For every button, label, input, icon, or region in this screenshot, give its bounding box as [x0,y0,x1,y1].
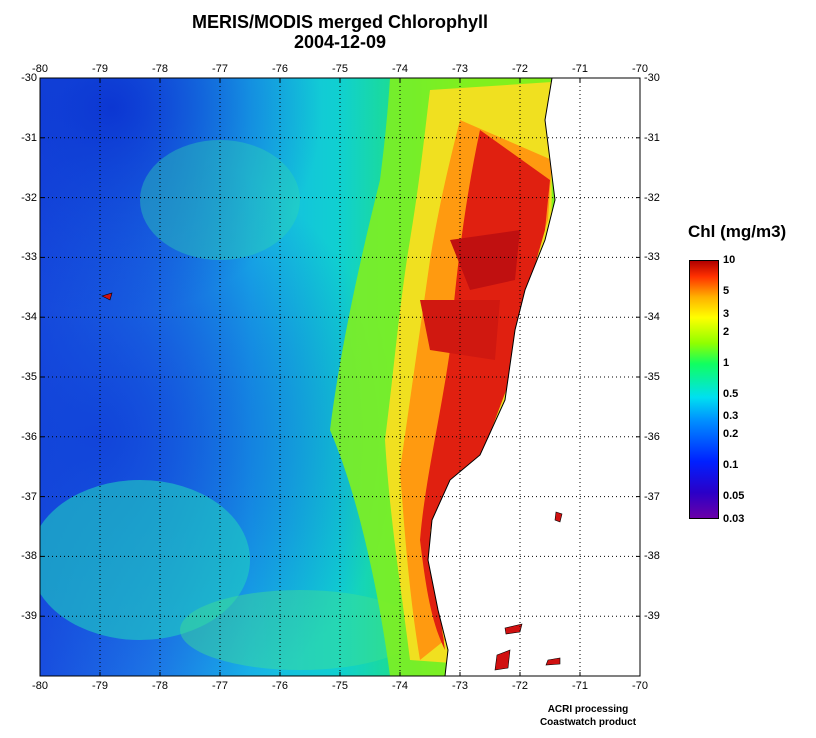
lat-tick-label-left: -37 [21,490,37,503]
lon-tick-label-bottom: -79 [92,680,108,692]
lon-tick-label-top: -76 [272,63,288,75]
lon-tick-label-bottom: -78 [152,680,168,692]
lat-tick-label-right: -32 [644,191,660,204]
lon-tick-label-bottom: -72 [512,680,528,692]
lat-tick-label-left: -34 [21,311,37,324]
lon-tick-label-top: -73 [452,63,468,75]
map-title: MERIS/MODIS merged Chlorophyll [191,12,489,32]
colorbar-label: 0.2 [723,428,739,441]
footer-processing: ACRI processing [547,704,629,715]
lon-tick-label-bottom: -74 [392,680,408,692]
lat-tick-label-left: -39 [21,610,37,623]
lon-tick-label-bottom: -80 [32,680,48,692]
lon-tick-label-bottom: -73 [452,680,468,692]
lat-tick-label-left: -31 [21,131,37,144]
lon-tick-label-bottom: -71 [572,680,588,692]
lat-tick-label-right: -33 [644,251,660,264]
colorbar-label: 0.05 [723,490,745,503]
lon-tick-label-top: -71 [572,63,588,75]
lon-tick-label-top: -75 [332,63,348,75]
colorbar-label: 0.03 [723,513,745,525]
lon-tick-label-bottom: -75 [332,680,348,692]
lat-tick-label-right: -39 [644,610,660,623]
red-band [420,130,550,650]
lat-tick-label-left: -35 [21,371,37,383]
lat-tick-label-right: -34 [644,311,660,324]
colorbar-label: 0.1 [723,459,739,472]
colorbar-title: Chl (mg/m3) [688,222,787,241]
lat-tick-label-left: -33 [21,251,37,264]
lon-tick-label-bottom: -77 [212,680,228,692]
lat-tick-label-right: -37 [644,490,660,503]
colorbar [689,260,719,519]
colorbar-label: 3 [723,307,730,320]
lon-tick-label-top: -74 [392,63,408,75]
lat-tick-label-right: -31 [644,131,660,144]
lat-tick-label-right: -30 [644,72,660,84]
colorbar-label: 5 [723,284,730,297]
lat-tick-label-left: -32 [21,191,37,204]
colorbar-label: 2 [723,325,730,338]
footer-product: Coastwatch product [539,717,637,728]
lon-tick-label-bottom: -76 [272,680,288,692]
lat-tick-label-right: -36 [644,430,660,443]
lon-tick-label-top: -72 [512,63,528,75]
lon-tick-label-top: -77 [212,63,228,75]
map-date: 2004-12-09 [293,32,387,52]
lat-tick-label-right: -38 [644,550,660,563]
coordinate-grid [40,78,640,676]
lon-tick-label-top: -79 [92,63,108,75]
colorbar-label: 10 [723,254,736,266]
lat-tick-label-left: -36 [21,430,37,443]
lat-tick-label-left: -30 [21,72,37,84]
lon-tick-label-top: -70 [632,63,648,75]
lon-tick-label-top: -78 [152,63,168,75]
colorbar-label: 1 [723,356,730,369]
land-mass [427,78,640,676]
colorbar-label: 0.5 [723,387,739,400]
lon-tick-label-top: -80 [32,63,48,75]
colorbar-label: 0.3 [723,410,739,423]
lon-tick-label-bottom: -70 [632,680,648,692]
lat-tick-label-left: -38 [21,550,37,563]
lat-tick-label-right: -35 [644,371,660,383]
